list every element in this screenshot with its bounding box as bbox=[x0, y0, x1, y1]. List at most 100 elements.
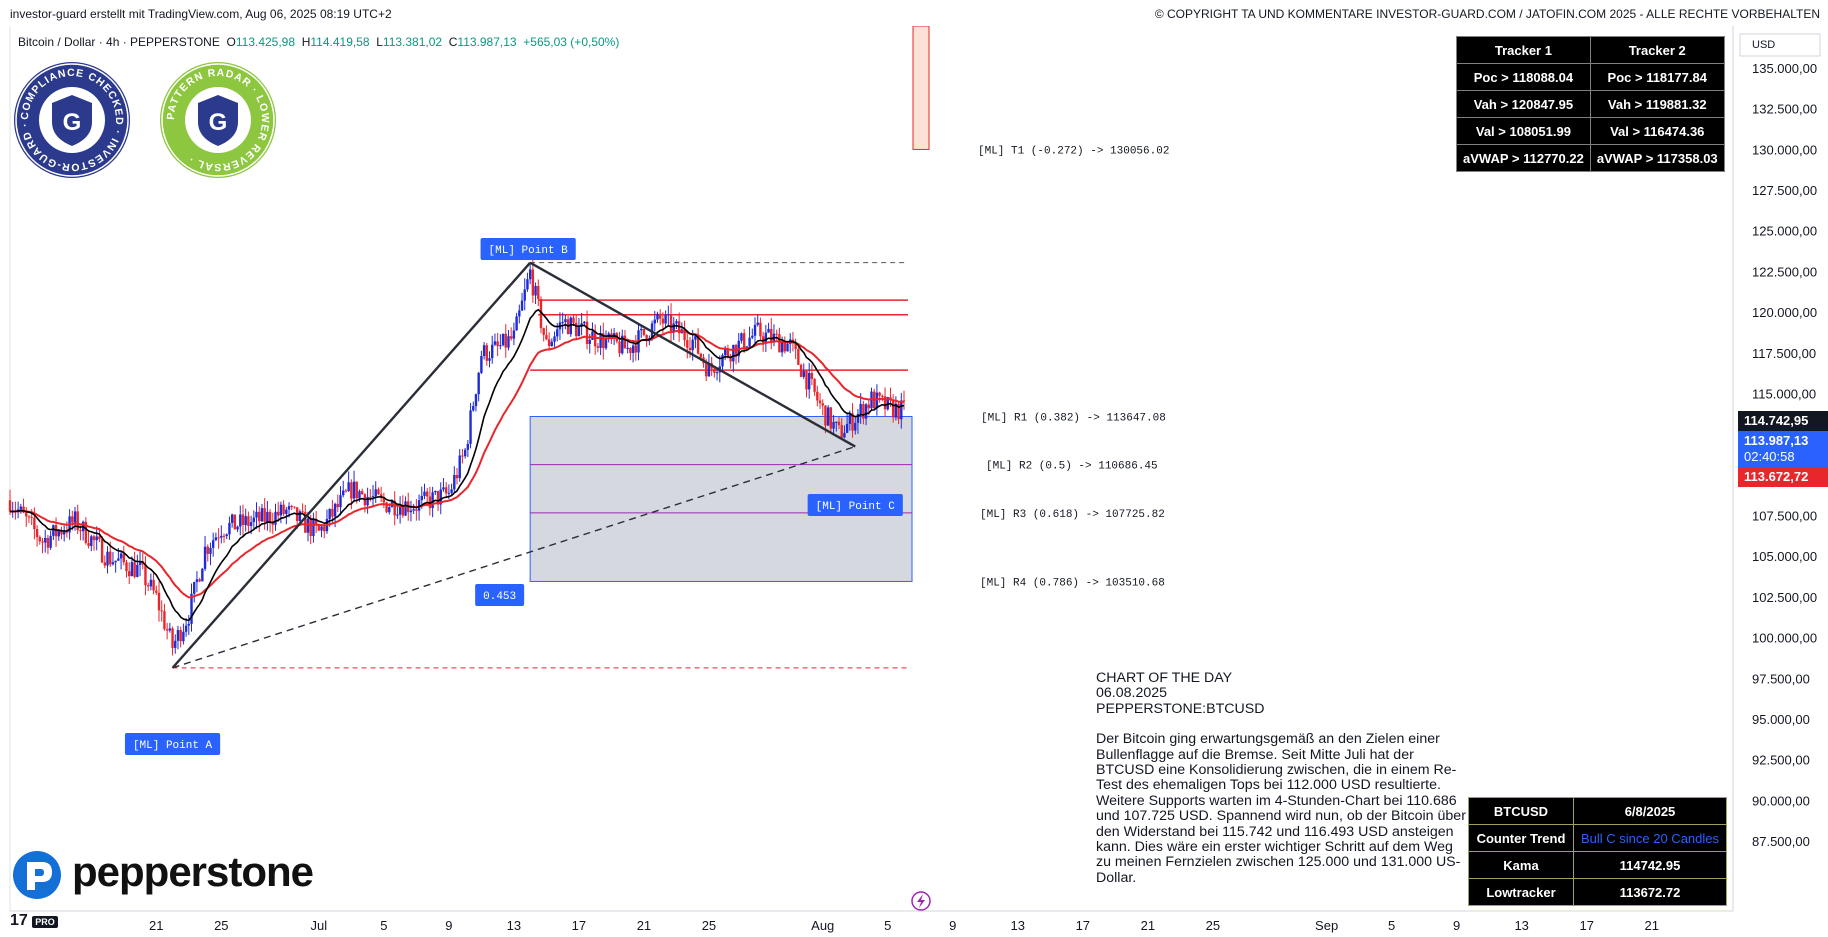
candle-body bbox=[778, 334, 781, 353]
candle-body bbox=[813, 378, 816, 392]
candle-body bbox=[412, 509, 415, 511]
candle-body bbox=[114, 560, 117, 563]
level-label: [ML] R1 (0.382) -> 113647.08 bbox=[981, 412, 1166, 424]
candle-body bbox=[160, 610, 163, 612]
candle-body bbox=[588, 339, 591, 344]
y-tick-label: 102.500,00 bbox=[1752, 590, 1817, 605]
candle-body bbox=[211, 540, 215, 548]
label-point-c: [ML] Point C bbox=[816, 501, 896, 513]
x-tick-label: 25 bbox=[702, 918, 716, 933]
candle-body bbox=[799, 364, 803, 377]
candle-body bbox=[509, 336, 513, 339]
candle-body bbox=[900, 400, 903, 420]
tracker1-header: Tracker 1 bbox=[1456, 36, 1591, 64]
summary-label: Lowtracker bbox=[1468, 878, 1574, 906]
candle-body bbox=[537, 285, 540, 300]
candle-body bbox=[515, 316, 518, 331]
y-tick-label: 90.000,00 bbox=[1752, 793, 1810, 808]
y-tick-label: 117.500,00 bbox=[1752, 346, 1816, 361]
candle-body bbox=[19, 506, 23, 510]
candle-body bbox=[585, 321, 589, 344]
candle-body bbox=[458, 455, 461, 479]
candle-body bbox=[209, 547, 212, 554]
price-chart[interactable]: USD 135.000,00 132.500,00 130.000,00 127.50… bbox=[0, 26, 1828, 937]
x-tick-label: 17 bbox=[1579, 918, 1593, 933]
candle-body bbox=[623, 335, 627, 349]
summary-value: Bull C since 20 Candles bbox=[1573, 824, 1727, 852]
candle-body bbox=[49, 535, 52, 548]
candle-body bbox=[656, 313, 659, 320]
candle-body bbox=[317, 524, 321, 531]
candle-body bbox=[252, 517, 256, 523]
table-row: Val > 108051.99 Val > 116474.36 bbox=[1456, 117, 1725, 145]
y-tick-label: 132.500,00 bbox=[1752, 102, 1817, 117]
tracker-header-row: Tracker 1 Tracker 2 bbox=[1456, 36, 1725, 64]
candle-body bbox=[206, 546, 209, 554]
candle-body bbox=[426, 491, 429, 497]
candle-body bbox=[369, 496, 372, 498]
label-point-a: [ML] Point A bbox=[133, 740, 213, 752]
copyright-caption: © COPYRIGHT TA UND KOMMENTARE INVESTOR-G… bbox=[1154, 7, 1820, 21]
candle-body bbox=[477, 372, 480, 395]
candle-body bbox=[848, 413, 852, 424]
candle-body bbox=[38, 537, 42, 542]
candle-body bbox=[669, 314, 673, 333]
candle-body bbox=[542, 328, 545, 335]
summary-table: BTCUSD 6/8/2025 Counter Trend Bull C sin… bbox=[1468, 797, 1727, 906]
candle-body bbox=[531, 269, 535, 296]
candle-body bbox=[304, 512, 307, 533]
candle-body bbox=[393, 500, 396, 516]
candle-body bbox=[344, 490, 348, 492]
candle-body bbox=[474, 394, 478, 407]
candle-body bbox=[740, 333, 743, 341]
kama-price-box: 114.742,95 bbox=[1738, 411, 1828, 431]
candle-body bbox=[73, 511, 77, 523]
candle-body bbox=[469, 410, 472, 444]
candle-body bbox=[106, 551, 109, 566]
candle-body bbox=[480, 355, 483, 373]
candle-body bbox=[385, 502, 388, 513]
candle-body bbox=[653, 319, 656, 324]
candle-body bbox=[33, 517, 36, 530]
last-price-box: 113.987,13 02:40:58 bbox=[1738, 431, 1828, 467]
candle-body bbox=[859, 403, 862, 414]
candle-body bbox=[122, 553, 125, 563]
x-tick-label: 13 bbox=[1011, 918, 1025, 933]
candle-body bbox=[241, 514, 245, 526]
pepperstone-logo-icon bbox=[13, 851, 61, 899]
candle-body bbox=[840, 425, 843, 438]
candle-body bbox=[761, 336, 765, 343]
candle-body bbox=[46, 538, 50, 548]
candle-body bbox=[333, 503, 337, 517]
candle-body bbox=[22, 506, 25, 513]
candle-body bbox=[312, 518, 315, 536]
candle-body bbox=[661, 318, 665, 324]
candle-body bbox=[136, 564, 139, 577]
candle-body bbox=[396, 514, 399, 516]
tracker-cell: Val > 108051.99 bbox=[1456, 117, 1591, 145]
candle-body bbox=[352, 481, 356, 499]
candle-body bbox=[377, 489, 380, 495]
currency-selector[interactable] bbox=[1739, 33, 1821, 57]
candle-body bbox=[415, 509, 418, 511]
candle-body bbox=[339, 495, 342, 508]
countdown: 02:40:58 bbox=[1744, 449, 1795, 464]
candle-body bbox=[382, 497, 386, 503]
candle-body bbox=[255, 511, 258, 518]
candle-body bbox=[705, 363, 708, 377]
candle-body bbox=[751, 335, 754, 338]
candle-body bbox=[358, 491, 361, 499]
candle-body bbox=[350, 482, 353, 499]
candle-body bbox=[526, 279, 529, 290]
level-label: [ML] R4 (0.786) -> 103510.68 bbox=[980, 577, 1165, 589]
flash-icon[interactable] bbox=[911, 891, 931, 911]
close-value: 113.987,13 bbox=[457, 35, 517, 49]
candle-body bbox=[672, 323, 675, 333]
candle-body bbox=[236, 526, 239, 530]
candle-body bbox=[144, 564, 147, 586]
candle-body bbox=[732, 344, 735, 362]
candle-body bbox=[193, 582, 196, 594]
candle-body bbox=[794, 342, 797, 349]
candle-body bbox=[41, 541, 44, 543]
candle-body bbox=[818, 400, 822, 404]
